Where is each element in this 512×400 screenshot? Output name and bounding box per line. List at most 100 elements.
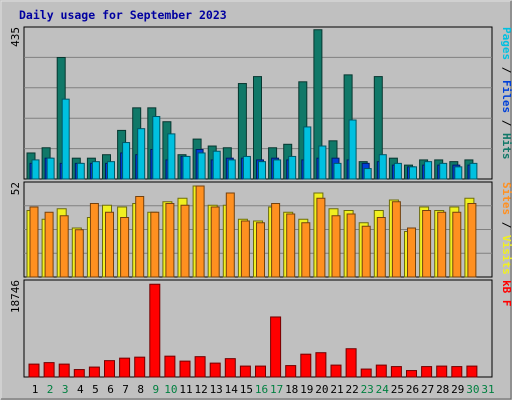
x-tick-label: 8	[137, 383, 144, 396]
panel-2: 52 Sites / Visits	[9, 181, 512, 278]
bar-kb-f-day-13	[209, 362, 221, 378]
bar-pages-day-21	[333, 162, 342, 180]
bar-pages-day-12	[197, 152, 206, 180]
bar-kb-f-day-21	[330, 364, 342, 378]
bar-kb-f-day-10	[164, 355, 176, 378]
x-tick-label: 12	[194, 383, 207, 396]
x-tick-label: 23	[361, 383, 374, 396]
bar-kb-f-day-24	[375, 364, 387, 378]
series-legend-part: /	[500, 60, 512, 80]
series-legend-label: kB F	[500, 280, 512, 307]
bar-kb-f-day-23	[360, 368, 372, 378]
bar-sites-day-11	[180, 204, 190, 278]
bar-sites-day-7	[120, 217, 130, 278]
x-tick-label: 10	[164, 383, 177, 396]
bar-sites-day-4	[74, 229, 84, 278]
bar-kb-f-day-8	[134, 356, 146, 378]
panel-1: 435 Pages / Files / Hits	[9, 26, 512, 180]
y-max-label: 52	[9, 182, 22, 195]
bar-kb-f-day-2	[43, 362, 55, 378]
bar-sites-day-9	[150, 211, 160, 278]
x-tick-label: 9	[152, 383, 159, 396]
bar-pages-day-29	[454, 166, 463, 180]
plot-area	[23, 279, 493, 378]
bar-sites-day-28	[437, 211, 447, 278]
bar-sites-day-23	[361, 225, 371, 278]
bar-pages-day-9	[152, 116, 161, 180]
x-tick-label: 11	[179, 383, 192, 396]
bar-sites-day-16	[256, 222, 265, 278]
bar-sites-day-5	[89, 203, 99, 278]
bar-sites-day-20	[316, 197, 326, 278]
bar-pages-day-11	[182, 155, 191, 180]
bar-kb-f-day-25	[390, 366, 402, 378]
bar-kb-f-day-22	[345, 348, 357, 378]
bar-kb-f-day-20	[315, 352, 327, 378]
bar-pages-day-28	[439, 162, 448, 180]
bar-pages-day-13	[212, 150, 221, 180]
series-legend-part: Pages	[500, 27, 512, 60]
bar-pages-day-7	[122, 142, 131, 180]
series-legend-label: Pages / Files / Hits	[500, 27, 512, 160]
x-tick-label: 1	[32, 383, 39, 396]
bar-pages-day-8	[137, 128, 146, 180]
x-tick-label: 3	[62, 383, 69, 396]
x-tick-label: 21	[330, 383, 343, 396]
bar-kb-f-day-7	[119, 357, 131, 378]
bar-kb-f-day-16	[255, 365, 266, 378]
y-max-label: 435	[9, 27, 22, 47]
series-legend-part: /	[500, 113, 512, 133]
bar-sites-day-12	[195, 185, 205, 278]
x-tick-label: 24	[376, 383, 390, 396]
bar-kb-f-day-26	[406, 370, 417, 378]
x-tick-label: 31	[481, 383, 494, 396]
bar-pages-day-18	[288, 155, 297, 180]
bar-sites-day-27	[422, 210, 432, 278]
panel-3: 18746 kB F	[9, 279, 512, 378]
series-legend-part: kB F	[500, 280, 512, 307]
bar-pages-day-20	[318, 145, 327, 180]
bar-pages-day-15	[242, 155, 251, 180]
bar-pages-day-5	[91, 161, 100, 180]
bar-sites-day-24	[376, 217, 386, 278]
x-tick-label: 2	[47, 383, 54, 396]
bar-kb-f-day-6	[104, 360, 115, 378]
x-tick-label: 22	[345, 383, 358, 396]
bar-kb-f-day-9	[149, 283, 161, 378]
bar-pages-day-27	[424, 161, 433, 180]
series-legend-label: Sites / Visits	[500, 182, 512, 275]
bar-kb-f-day-12	[194, 356, 206, 378]
bar-kb-f-day-15	[239, 365, 251, 378]
series-legend-part: Sites	[500, 182, 512, 215]
x-tick-label: 30	[466, 383, 479, 396]
bar-kb-f-day-14	[224, 358, 236, 378]
bar-kb-f-day-18	[285, 365, 297, 378]
x-tick-label: 25	[391, 383, 404, 396]
bar-kb-f-day-4	[73, 369, 85, 378]
bar-pages-day-19	[303, 126, 312, 180]
bar-pages-day-25	[393, 162, 402, 180]
bar-kb-f-day-5	[88, 366, 100, 378]
x-tick-label: 17	[270, 383, 283, 396]
bar-sites-day-6	[105, 211, 114, 278]
bar-sites-day-25	[391, 201, 401, 278]
bar-pages-day-10	[167, 133, 176, 180]
bar-kb-f-day-28	[436, 365, 448, 378]
bar-pages-day-14	[227, 159, 236, 180]
series-legend-part: Files	[500, 80, 512, 113]
x-tick-label: 28	[436, 383, 449, 396]
bar-pages-day-30	[469, 162, 478, 180]
bar-sites-day-30	[467, 203, 477, 278]
bar-pages-day-1	[31, 159, 40, 180]
series-legend-part: Visits	[500, 235, 512, 275]
bar-kb-f-day-1	[28, 363, 40, 378]
bar-pages-day-6	[107, 161, 115, 180]
bar-kb-f-day-29	[451, 366, 463, 378]
bar-pages-day-26	[409, 166, 417, 180]
bar-kb-f-day-19	[300, 353, 312, 378]
bar-sites-day-29	[452, 211, 462, 278]
bar-pages-day-3	[61, 98, 70, 180]
